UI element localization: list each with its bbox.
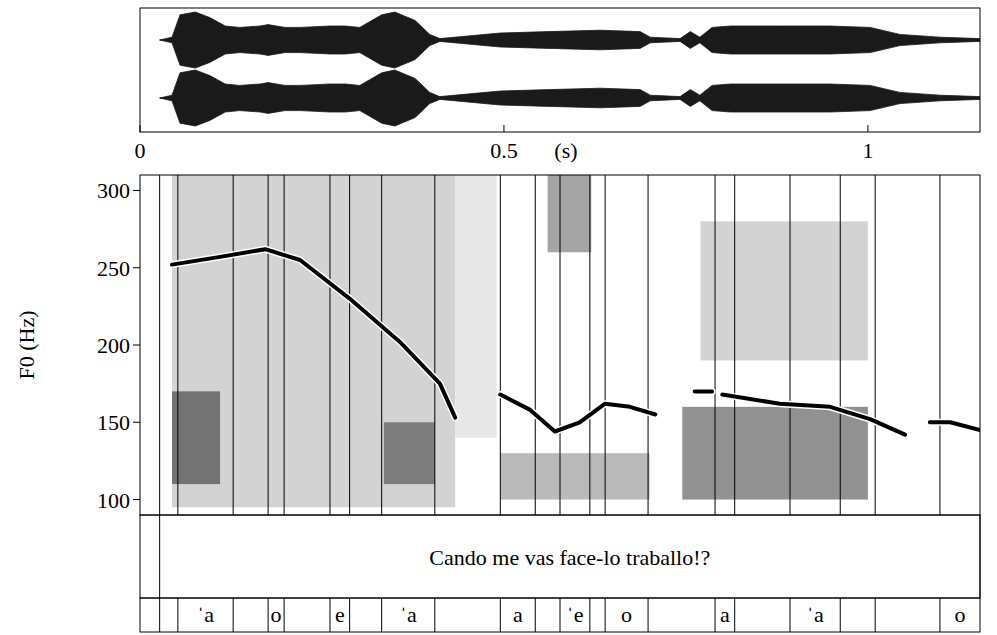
segment-tier-boundary <box>790 598 791 632</box>
y-tick-label: 100 <box>97 488 130 513</box>
segment-boundary <box>381 175 382 515</box>
segment-boundary <box>177 175 178 515</box>
segment-boundary <box>605 175 606 515</box>
segment-label: e <box>335 602 345 627</box>
segment-tier-boundary <box>329 598 330 632</box>
x-tick-label: 1 <box>862 138 873 163</box>
f0-halo <box>172 249 980 434</box>
segment-boundary <box>939 175 940 515</box>
segment-tier-boundary <box>560 598 561 632</box>
segment-tier-boundary <box>734 598 735 632</box>
segment-boundary <box>233 175 234 515</box>
y-tick-label: 200 <box>97 333 130 358</box>
segment-boundary <box>268 175 269 515</box>
text-tier-boundary <box>159 515 160 598</box>
segment-boundary <box>840 175 841 515</box>
segment-label: a <box>720 602 730 627</box>
segment-tier-boundary <box>648 598 649 632</box>
segment-boundary <box>434 175 435 515</box>
segment-label: a <box>513 602 523 627</box>
segment-tier-frame <box>140 598 980 632</box>
x-tick-label: 0 <box>135 138 146 163</box>
waveform-frame <box>140 8 980 132</box>
spectrogram-region <box>172 175 455 507</box>
spectrogram-region <box>700 221 867 360</box>
segment-tier-boundary <box>875 598 876 632</box>
y-tick <box>133 190 140 191</box>
segment-tier-boundary <box>434 598 435 632</box>
segment-label: ˈa <box>400 602 417 627</box>
waveform <box>160 12 980 126</box>
segment-tier-boundary <box>605 598 606 632</box>
y-tick <box>133 267 140 268</box>
x-tick <box>867 125 868 132</box>
segment-boundary <box>560 175 561 515</box>
segment-boundary <box>159 175 160 515</box>
segment-boundary <box>349 175 350 515</box>
x-tick-label: 0.5 <box>490 138 518 163</box>
segment-label: ˈe <box>566 602 583 627</box>
y-tick <box>133 345 140 346</box>
segment-tier-boundary <box>349 598 350 632</box>
spectrogram-region <box>455 175 496 438</box>
segment-boundary <box>500 175 501 515</box>
y-tick <box>133 499 140 500</box>
waveform-channel-1 <box>160 12 980 68</box>
text-tier-boundary <box>980 515 981 598</box>
segment-label: o <box>621 602 632 627</box>
y-axis-title: F0 (Hz) <box>14 310 39 379</box>
segment-tier-boundary <box>268 598 269 632</box>
segment-tier-boundary <box>840 598 841 632</box>
segment-tier-boundary <box>715 598 716 632</box>
segment-boundary <box>284 175 285 515</box>
y-tick-label: 250 <box>97 256 130 281</box>
segment-boundary <box>734 175 735 515</box>
segment-label: ˈa <box>197 602 214 627</box>
segment-boundary <box>715 175 716 515</box>
y-tick-label: 150 <box>97 410 130 435</box>
segment-tier-boundary <box>589 598 590 632</box>
y-tick-label: 300 <box>97 178 130 203</box>
f0-contour <box>172 249 980 434</box>
segment-tier-boundary <box>177 598 178 632</box>
spectrogram-region <box>548 175 592 252</box>
segment-tier-boundary <box>159 598 160 632</box>
segment-label: o <box>954 602 965 627</box>
y-tick <box>133 422 140 423</box>
segment-label: ˈa <box>807 602 824 627</box>
segment-boundary <box>875 175 876 515</box>
plot-area <box>160 175 980 515</box>
segment-tier-boundary <box>381 598 382 632</box>
segment-tier-boundary <box>535 598 536 632</box>
segment-tier-boundary <box>233 598 234 632</box>
spectrogram-region <box>172 391 220 484</box>
segment-label: o <box>271 602 282 627</box>
spectrogram-region <box>500 453 649 499</box>
segment-tier-boundary <box>284 598 285 632</box>
segment-tier-boundary <box>939 598 940 632</box>
segment-boundary <box>648 175 649 515</box>
segment-boundary <box>329 175 330 515</box>
x-axis-title: (s) <box>554 138 577 163</box>
segment-boundary <box>589 175 590 515</box>
segment-tier-boundary <box>500 598 501 632</box>
x-tick <box>140 125 141 132</box>
text-tier-frame <box>140 515 980 598</box>
segment-boundary <box>790 175 791 515</box>
figure: 0 0.5 1 (s) 100 150 200 250 300 F0 (Hz) Cando me v… <box>0 0 997 635</box>
segment-boundary <box>535 175 536 515</box>
spectrogram-region <box>384 422 435 484</box>
plot-frame <box>140 175 980 515</box>
text-tier-label: Cando me vas face-lo traballo!? <box>429 545 710 570</box>
waveform-channel-2 <box>160 70 980 126</box>
x-tick <box>503 125 504 132</box>
